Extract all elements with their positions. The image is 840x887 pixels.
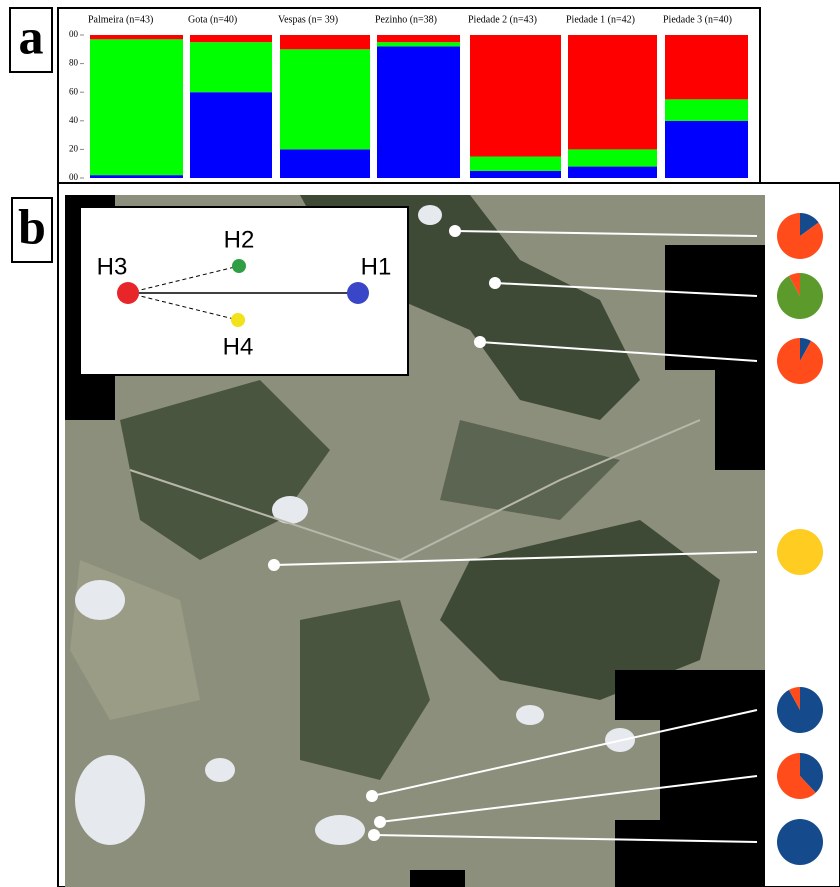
ancestry-segment xyxy=(377,35,460,42)
ancestry-segment xyxy=(190,92,272,178)
sample-site xyxy=(374,816,386,828)
ancestry-segment xyxy=(90,35,183,39)
ancestry-segment xyxy=(280,35,370,49)
figure: a 00 20 40 60 80 00 Palmeira (n=43) Gota (n=40)… xyxy=(0,0,840,887)
y-tick-label: 60 xyxy=(69,86,79,96)
structure-plot: 00 20 40 60 80 00 Palmeira (n=43) Gota (n=40) Ve… xyxy=(69,14,748,182)
population-label: Piedade 1 (n=42) xyxy=(566,14,635,25)
ancestry-segment xyxy=(470,35,561,157)
y-tick-label: 00 xyxy=(69,29,79,39)
sample-site xyxy=(268,559,280,571)
ancestry-segment xyxy=(665,99,748,120)
population-label: Palmeira (n=43) xyxy=(88,14,153,25)
pie-slice xyxy=(777,687,823,733)
ancestry-segment xyxy=(90,175,183,178)
haplotype-node xyxy=(347,282,369,304)
ancestry-segment xyxy=(568,35,657,149)
population-label: Vespas (n= 39) xyxy=(278,14,338,25)
haplotype-label: H1 xyxy=(361,253,392,280)
y-tick-label: 40 xyxy=(69,115,79,125)
panel-label: a xyxy=(19,8,44,64)
ancestry-segment xyxy=(470,157,561,171)
ancestry-segment xyxy=(568,167,657,178)
y-tick-label: 20 xyxy=(69,143,79,153)
pie-slice xyxy=(777,529,823,575)
ancestry-segment xyxy=(90,39,183,175)
sample-site xyxy=(449,225,461,237)
haplotype-label: H3 xyxy=(97,253,128,280)
haplotype-label: H2 xyxy=(224,226,255,253)
sample-site xyxy=(366,790,378,802)
ancestry-segment xyxy=(280,149,370,178)
panel-label: b xyxy=(18,198,46,254)
ancestry-segment xyxy=(665,121,748,178)
ancestry-segment xyxy=(190,42,272,92)
ancestry-segment xyxy=(190,35,272,42)
population-label: Gota (n=40) xyxy=(188,14,237,25)
sample-site xyxy=(368,829,380,841)
pie-slice xyxy=(777,819,823,865)
haplotype-label: H4 xyxy=(223,333,254,360)
haplotype-node xyxy=(231,313,245,327)
y-tick-label: 80 xyxy=(69,58,79,68)
pie-slice xyxy=(777,338,823,384)
ancestry-segment xyxy=(377,42,460,46)
ancestry-segment xyxy=(377,46,460,178)
population-label: Piedade 3 (n=40) xyxy=(663,14,732,25)
y-tick-label: 00 xyxy=(69,172,79,182)
haplotype-node xyxy=(117,282,139,304)
population-label: Pezinho (n=38) xyxy=(375,14,437,25)
sample-site xyxy=(489,277,501,289)
sample-site xyxy=(474,336,486,348)
haplotype-node xyxy=(232,259,246,273)
ancestry-segment xyxy=(665,35,748,99)
ancestry-segment xyxy=(568,149,657,166)
ancestry-segment xyxy=(280,49,370,149)
population-label: Piedade 2 (n=43) xyxy=(468,14,537,25)
ancestry-segment xyxy=(470,171,561,178)
